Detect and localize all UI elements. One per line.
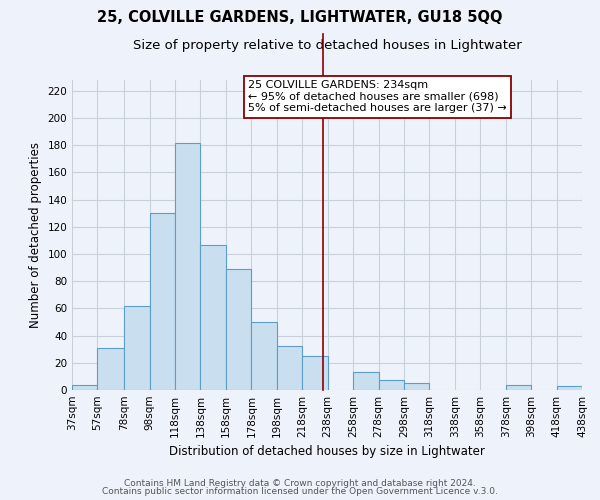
- Text: Contains HM Land Registry data © Crown copyright and database right 2024.: Contains HM Land Registry data © Crown c…: [124, 478, 476, 488]
- Bar: [226, 269, 251, 390]
- Text: 25, COLVILLE GARDENS, LIGHTWATER, GU18 5QQ: 25, COLVILLE GARDENS, LIGHTWATER, GU18 5…: [97, 10, 503, 25]
- Bar: [302, 356, 328, 390]
- Bar: [379, 380, 404, 390]
- Bar: [251, 322, 277, 390]
- Bar: [149, 213, 175, 390]
- Title: Size of property relative to detached houses in Lightwater: Size of property relative to detached ho…: [133, 40, 521, 52]
- Bar: [124, 306, 149, 390]
- Bar: [404, 383, 430, 390]
- Bar: [175, 142, 200, 390]
- Bar: [200, 244, 226, 390]
- Bar: [557, 386, 582, 390]
- X-axis label: Distribution of detached houses by size in Lightwater: Distribution of detached houses by size …: [169, 446, 485, 458]
- Text: 25 COLVILLE GARDENS: 234sqm
← 95% of detached houses are smaller (698)
5% of sem: 25 COLVILLE GARDENS: 234sqm ← 95% of det…: [248, 80, 506, 113]
- Bar: [506, 384, 531, 390]
- Bar: [353, 372, 379, 390]
- Text: Contains public sector information licensed under the Open Government Licence v.: Contains public sector information licen…: [102, 487, 498, 496]
- Bar: [72, 384, 97, 390]
- Y-axis label: Number of detached properties: Number of detached properties: [29, 142, 42, 328]
- Bar: [277, 346, 302, 390]
- Bar: [97, 348, 124, 390]
